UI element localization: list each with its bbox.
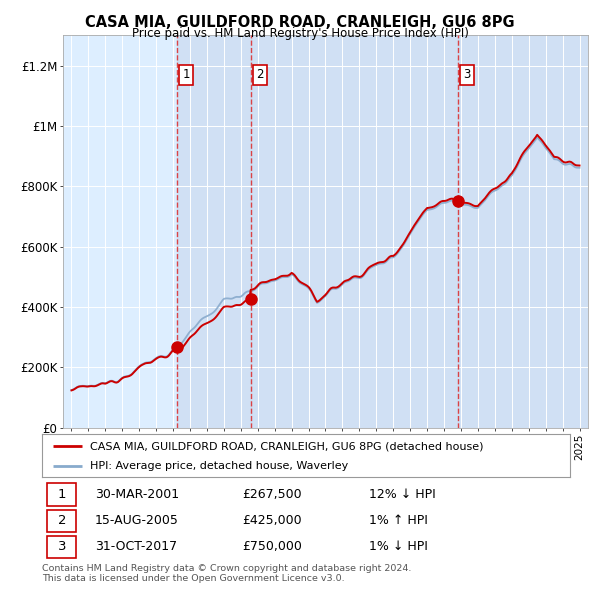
Text: 1: 1 xyxy=(58,488,66,501)
Text: 3: 3 xyxy=(463,68,470,81)
Text: 2: 2 xyxy=(58,514,66,527)
FancyBboxPatch shape xyxy=(47,510,76,532)
Text: 2: 2 xyxy=(256,68,264,81)
Bar xyxy=(458,35,588,428)
Bar xyxy=(251,35,458,428)
Text: 30-MAR-2001: 30-MAR-2001 xyxy=(95,488,179,501)
Text: 31-OCT-2017: 31-OCT-2017 xyxy=(95,540,177,553)
Text: 15-AUG-2005: 15-AUG-2005 xyxy=(95,514,179,527)
Text: Contains HM Land Registry data © Crown copyright and database right 2024.
This d: Contains HM Land Registry data © Crown c… xyxy=(42,564,412,584)
Bar xyxy=(178,35,251,428)
Text: CASA MIA, GUILDFORD ROAD, CRANLEIGH, GU6 8PG: CASA MIA, GUILDFORD ROAD, CRANLEIGH, GU6… xyxy=(85,15,515,30)
Text: 3: 3 xyxy=(58,540,66,553)
Text: 1% ↑ HPI: 1% ↑ HPI xyxy=(370,514,428,527)
Text: 1: 1 xyxy=(182,68,190,81)
FancyBboxPatch shape xyxy=(47,536,76,558)
Text: £750,000: £750,000 xyxy=(242,540,302,553)
Text: Price paid vs. HM Land Registry's House Price Index (HPI): Price paid vs. HM Land Registry's House … xyxy=(131,27,469,40)
Bar xyxy=(458,35,588,428)
Text: 1% ↓ HPI: 1% ↓ HPI xyxy=(370,540,428,553)
Text: £267,500: £267,500 xyxy=(242,488,302,501)
Text: CASA MIA, GUILDFORD ROAD, CRANLEIGH, GU6 8PG (detached house): CASA MIA, GUILDFORD ROAD, CRANLEIGH, GU6… xyxy=(89,441,483,451)
Text: HPI: Average price, detached house, Waverley: HPI: Average price, detached house, Wave… xyxy=(89,461,348,471)
Text: 12% ↓ HPI: 12% ↓ HPI xyxy=(370,488,436,501)
FancyBboxPatch shape xyxy=(47,483,76,506)
Text: £425,000: £425,000 xyxy=(242,514,302,527)
